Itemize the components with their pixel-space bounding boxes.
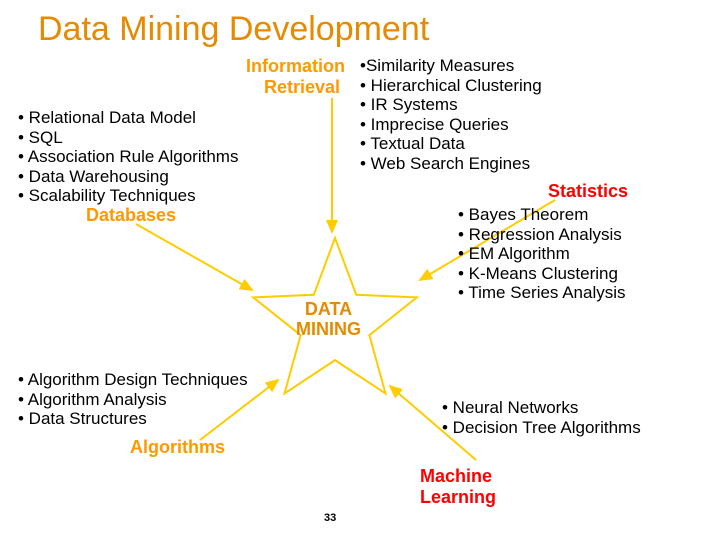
label-information-retrieval: Information Retrieval [246, 56, 345, 98]
bullets-statistics: • Bayes Theorem• Regression Analysis• EM… [458, 205, 626, 303]
bullets-algorithms: • Algorithm Design Techniques• Algorithm… [18, 370, 248, 429]
label-statistics: Statistics [548, 181, 628, 202]
label-machine-learning: Machine Learning [420, 466, 496, 508]
bullets-information-retrieval: •Similarity Measures• Hierarchical Clust… [360, 56, 542, 173]
bullets-machine-learning: • Neural Networks• Decision Tree Algorit… [442, 398, 641, 437]
center-label: DATA MINING [296, 300, 361, 340]
label-algorithms: Algorithms [130, 437, 225, 458]
label-databases: Databases [86, 205, 176, 226]
page-number: 33 [324, 512, 336, 524]
bullets-databases: • Relational Data Model• SQL• Associatio… [18, 108, 238, 206]
